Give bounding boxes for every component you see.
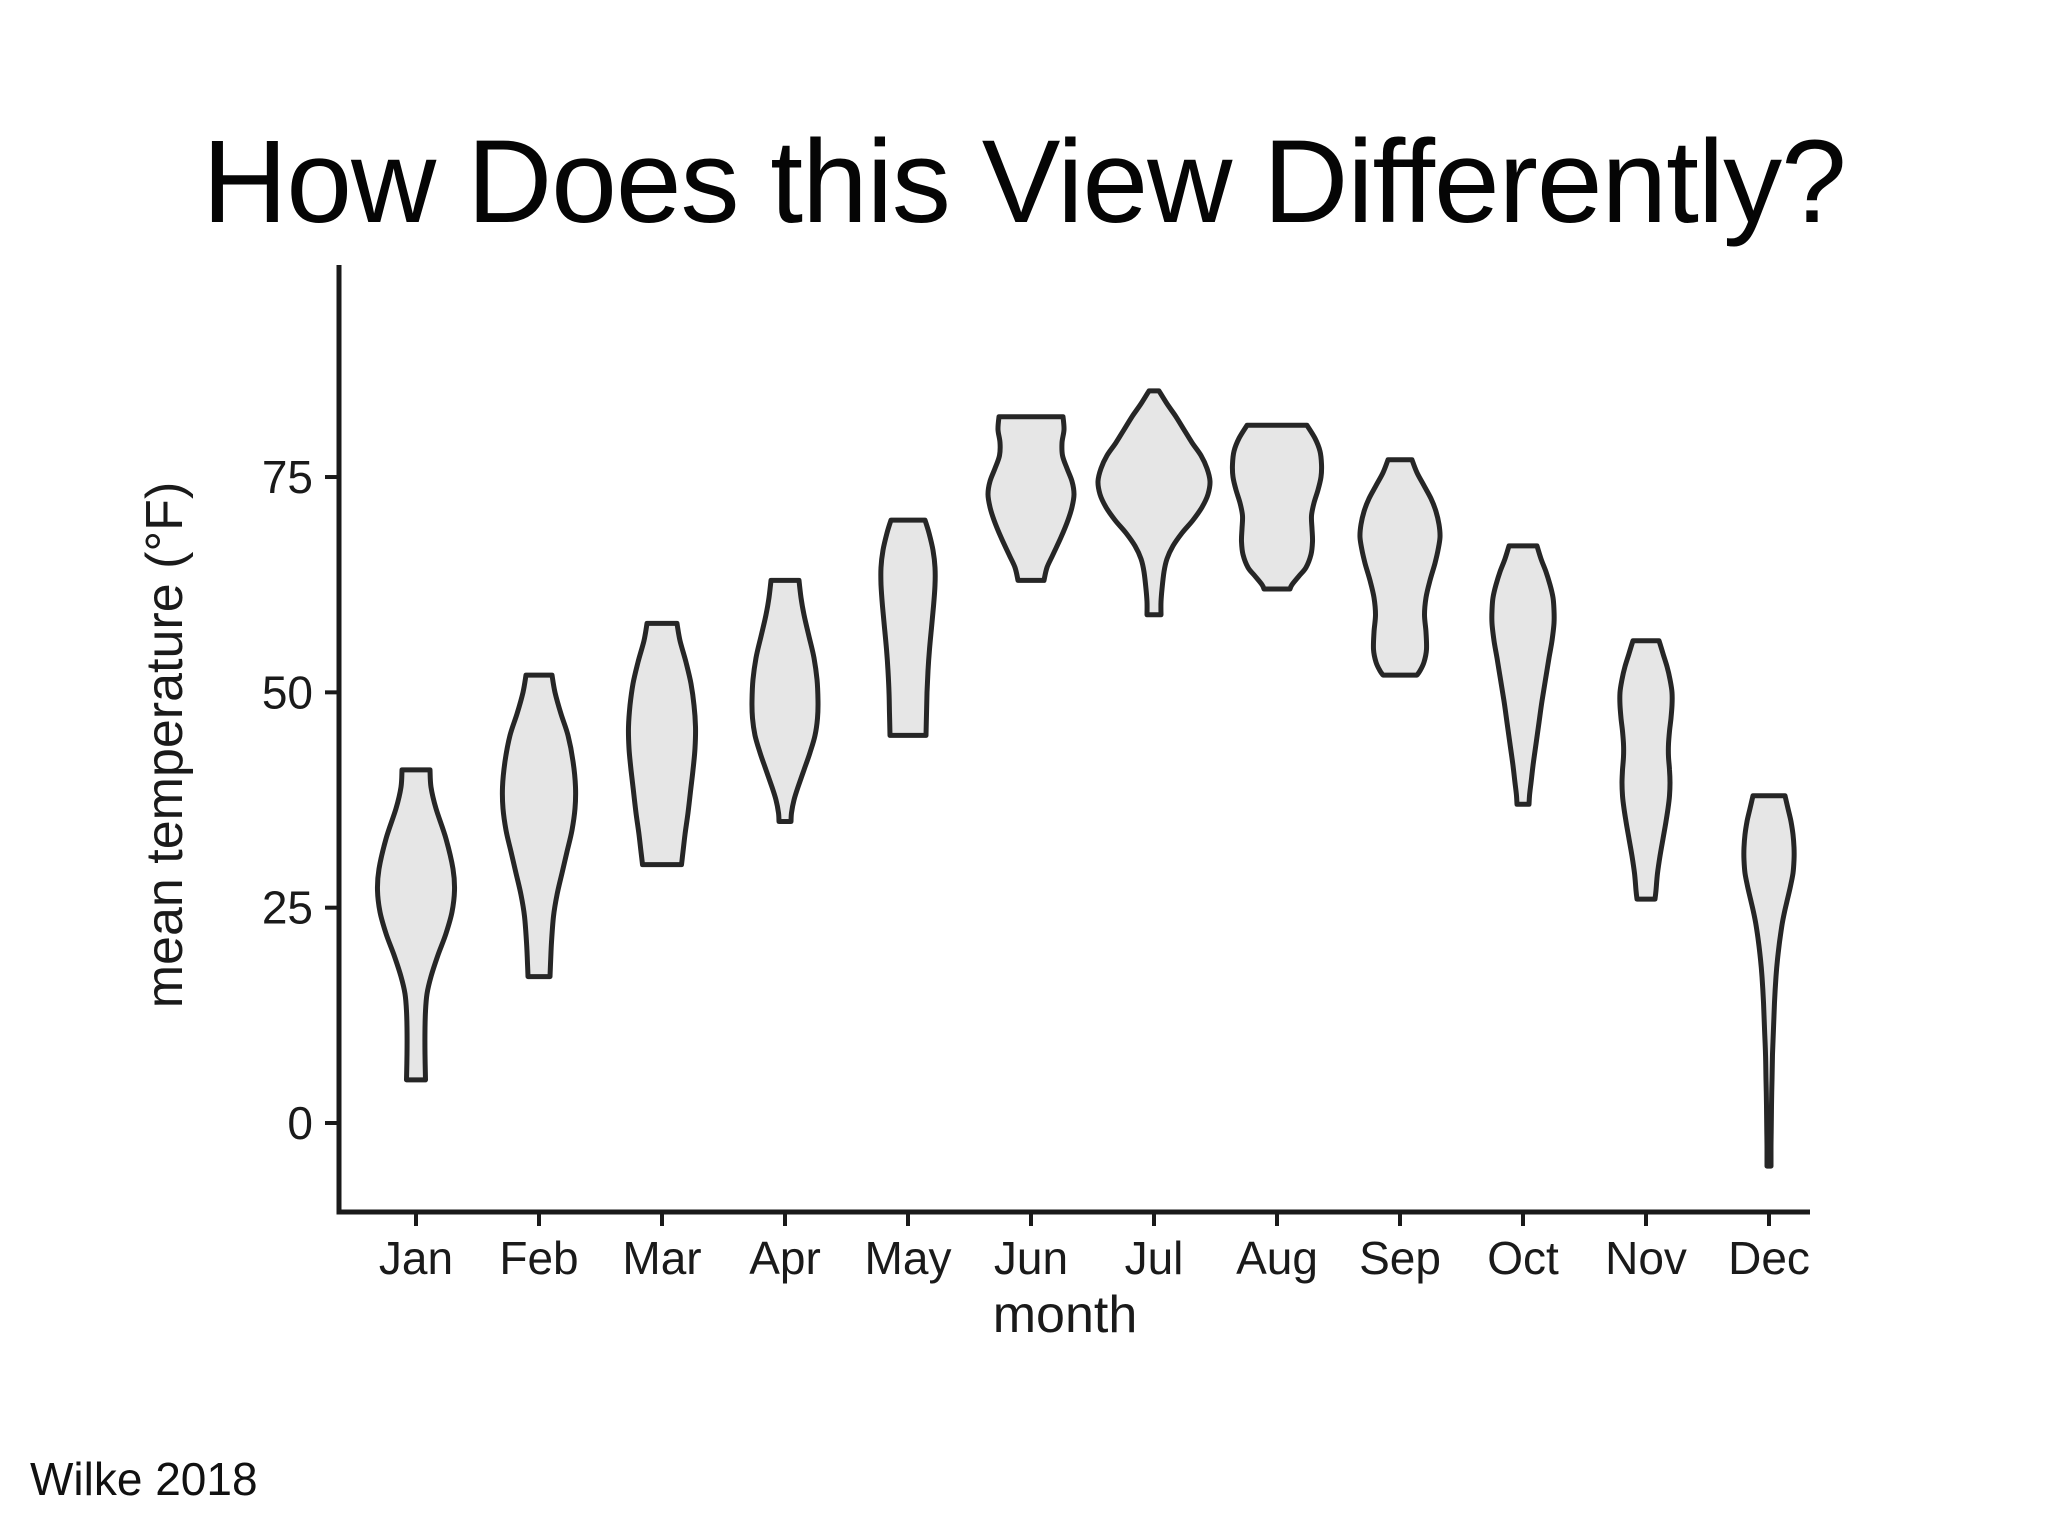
x-tick-label-dec: Dec xyxy=(1728,1232,1810,1284)
x-tick-label-jun: Jun xyxy=(994,1232,1068,1284)
x-tick-label-sep: Sep xyxy=(1359,1232,1441,1284)
violin-mar xyxy=(625,620,699,868)
violin-jul xyxy=(1095,388,1213,618)
x-tick-label-jul: Jul xyxy=(1125,1232,1184,1284)
violin-aug xyxy=(1229,422,1325,592)
x-tick-label-may: May xyxy=(865,1232,952,1284)
violin-oct xyxy=(1489,543,1557,807)
violin-sep xyxy=(1357,457,1443,678)
x-axis-title: month xyxy=(993,1286,1138,1344)
y-tick-label-75: 75 xyxy=(262,451,313,503)
x-tick-label-oct: Oct xyxy=(1487,1232,1559,1284)
x-tick-label-jan: Jan xyxy=(379,1232,453,1284)
violin-jun xyxy=(985,414,1077,583)
x-tick-label-nov: Nov xyxy=(1605,1232,1687,1284)
attribution-text: Wilke 2018 xyxy=(30,1453,258,1505)
y-axis-title: mean temperature (°F) xyxy=(136,482,194,1009)
violin-may xyxy=(878,517,938,738)
x-tick-label-feb: Feb xyxy=(499,1232,578,1284)
violin-apr xyxy=(749,577,821,824)
y-tick-label-0: 0 xyxy=(287,1097,313,1149)
violin-dec xyxy=(1741,793,1797,1169)
y-tick-label-50: 50 xyxy=(262,666,313,718)
violin-nov xyxy=(1617,638,1675,902)
x-tick-label-aug: Aug xyxy=(1236,1232,1318,1284)
violin-jan xyxy=(374,767,458,1083)
x-tick-label-apr: Apr xyxy=(749,1232,821,1284)
y-tick-label-25: 25 xyxy=(262,882,313,934)
slide-title: How Does this View Differently? xyxy=(202,116,1847,248)
x-tick-label-mar: Mar xyxy=(622,1232,701,1284)
violin-feb xyxy=(499,672,579,980)
